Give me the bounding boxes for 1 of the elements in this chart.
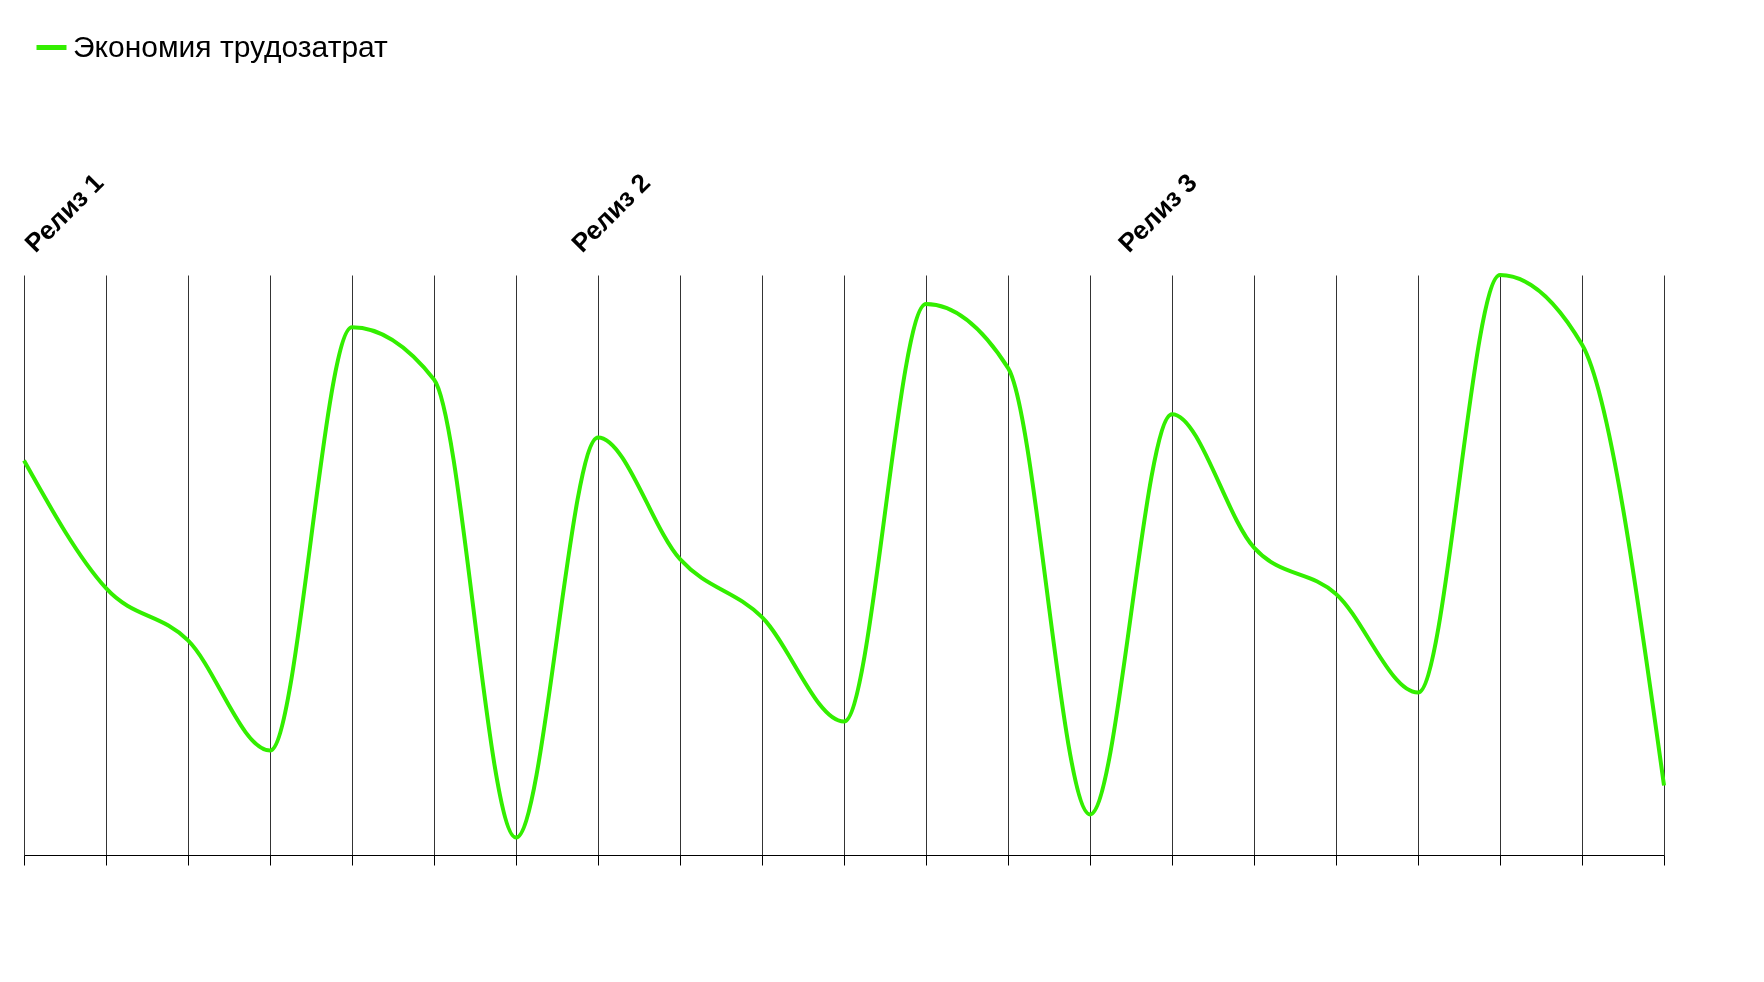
legend-label: Экономия трудозатрат: [73, 29, 389, 63]
